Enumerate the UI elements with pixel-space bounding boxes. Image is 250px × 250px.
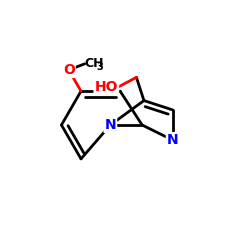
Text: N: N <box>104 118 116 132</box>
Text: CH: CH <box>85 57 104 70</box>
Text: O: O <box>63 63 75 77</box>
Text: N: N <box>167 133 178 147</box>
Text: 3: 3 <box>96 62 103 72</box>
Text: HO: HO <box>94 80 118 94</box>
